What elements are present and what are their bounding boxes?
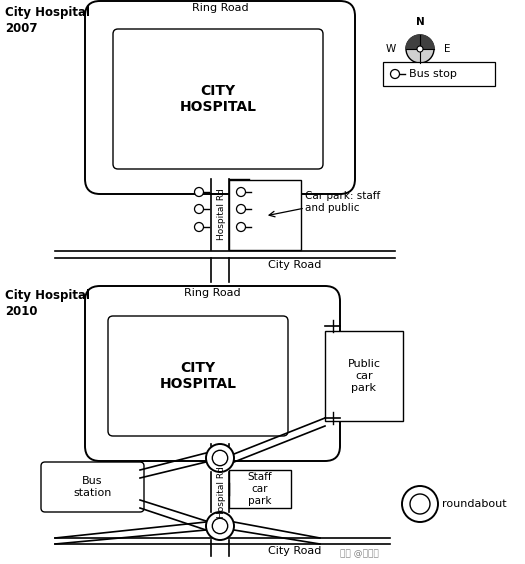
Text: roundabout: roundabout <box>442 499 507 509</box>
FancyBboxPatch shape <box>41 462 144 512</box>
FancyBboxPatch shape <box>85 1 355 194</box>
FancyBboxPatch shape <box>85 286 340 461</box>
Text: Staff
car
park: Staff car park <box>248 473 272 505</box>
Circle shape <box>410 494 430 514</box>
Circle shape <box>194 223 204 231</box>
Polygon shape <box>406 35 434 49</box>
Text: Bus stop: Bus stop <box>409 69 457 79</box>
Circle shape <box>212 450 228 466</box>
Text: HOSPITAL: HOSPITAL <box>160 377 236 391</box>
Circle shape <box>391 69 400 78</box>
Circle shape <box>206 512 234 540</box>
Text: Bus
station: Bus station <box>74 476 112 498</box>
Circle shape <box>236 223 246 231</box>
Circle shape <box>194 205 204 214</box>
FancyBboxPatch shape <box>113 29 323 169</box>
Text: Ring Road: Ring Road <box>184 288 241 298</box>
Text: Hospital Rd: Hospital Rd <box>216 466 226 518</box>
Text: 知乎 @郝教授: 知乎 @郝教授 <box>340 549 379 558</box>
Text: E: E <box>444 44 450 54</box>
Circle shape <box>402 486 438 522</box>
Text: Hospital Rd: Hospital Rd <box>216 188 226 240</box>
Text: City Hospital
2007: City Hospital 2007 <box>5 6 90 35</box>
Text: N: N <box>416 17 424 27</box>
Bar <box>383 62 495 86</box>
FancyBboxPatch shape <box>108 316 288 436</box>
Circle shape <box>236 205 246 214</box>
Text: HOSPITAL: HOSPITAL <box>180 100 257 114</box>
Text: Public
car
park: Public car park <box>348 359 381 393</box>
Bar <box>229 180 301 250</box>
Text: Ring Road: Ring Road <box>192 3 248 13</box>
Bar <box>325 331 403 421</box>
Text: W: W <box>386 44 396 54</box>
Text: City Road: City Road <box>268 546 322 556</box>
Circle shape <box>206 444 234 472</box>
Text: Car park: staff
and public: Car park: staff and public <box>305 191 380 213</box>
Circle shape <box>406 35 434 63</box>
Circle shape <box>194 187 204 196</box>
Circle shape <box>212 518 228 534</box>
Text: City Road: City Road <box>268 260 322 270</box>
Text: S: S <box>417 71 423 81</box>
Text: CITY: CITY <box>181 361 216 375</box>
Text: CITY: CITY <box>201 84 236 98</box>
Circle shape <box>417 46 423 52</box>
Text: City Hospital
2010: City Hospital 2010 <box>5 289 90 318</box>
Circle shape <box>236 187 246 196</box>
Bar <box>229 470 291 508</box>
